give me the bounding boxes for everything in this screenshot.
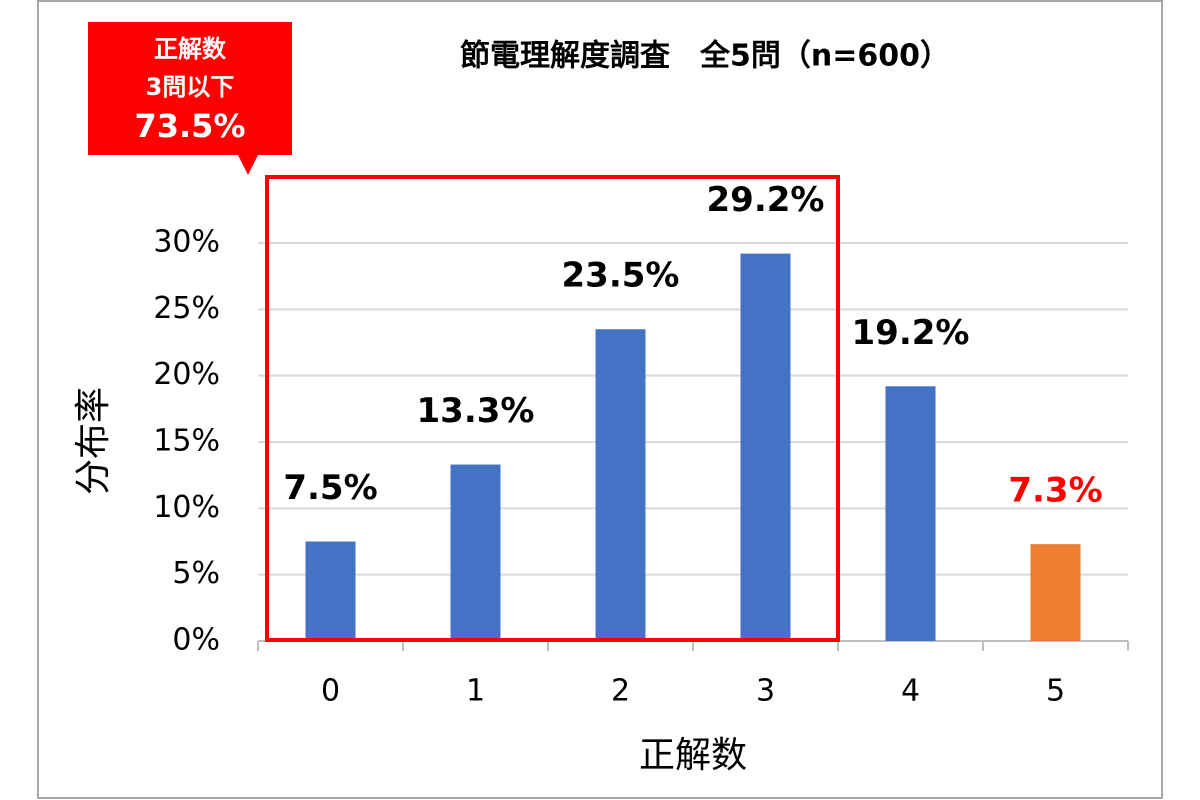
- value-label: 23.5%: [562, 256, 680, 296]
- y-tick-label: 0%: [172, 623, 220, 658]
- y-axis-label: 分布率: [73, 387, 114, 495]
- y-tick-label: 5%: [172, 556, 220, 591]
- bar: [885, 386, 936, 641]
- callout-box: [88, 22, 292, 175]
- x-tick-label: 4: [901, 674, 920, 709]
- bar: [595, 329, 646, 641]
- y-tick-label: 15%: [153, 424, 220, 459]
- x-tick-label: 0: [321, 674, 340, 709]
- callout-line: 正解数: [154, 35, 227, 63]
- bar: [740, 253, 791, 641]
- x-axis-label: 正解数: [639, 735, 747, 776]
- value-label: 13.3%: [417, 391, 535, 431]
- value-label: 7.3%: [1008, 471, 1102, 511]
- value-label: 29.2%: [707, 180, 825, 220]
- y-tick-label: 25%: [153, 291, 220, 326]
- x-tick-label: 5: [1046, 674, 1065, 709]
- x-tick-label: 1: [466, 674, 485, 709]
- value-label: 19.2%: [852, 313, 970, 353]
- bar: [1030, 544, 1081, 641]
- highlight-box: [265, 175, 840, 642]
- value-label: 7.5%: [283, 468, 377, 508]
- x-tick-label: 3: [756, 674, 775, 709]
- y-tick-label: 30%: [153, 225, 220, 260]
- y-tick-label: 20%: [153, 357, 220, 392]
- x-tick-label: 2: [611, 674, 630, 709]
- y-tick-label: 10%: [153, 490, 220, 525]
- chart-title: 節電理解度調査 全5問（n=600）: [460, 39, 950, 74]
- bar: [450, 464, 501, 641]
- bar: [305, 541, 356, 641]
- callout-value: 73.5%: [134, 107, 245, 145]
- marks: 0 7.5% 1 13.3% 2 23.5% 3 29.2% 4 19.2% 5 7.3%: [283, 180, 1102, 708]
- callout-line: 3問以下: [146, 73, 235, 101]
- grid: 0% 5% 10% 15% 20% 25% 30%: [153, 225, 1129, 658]
